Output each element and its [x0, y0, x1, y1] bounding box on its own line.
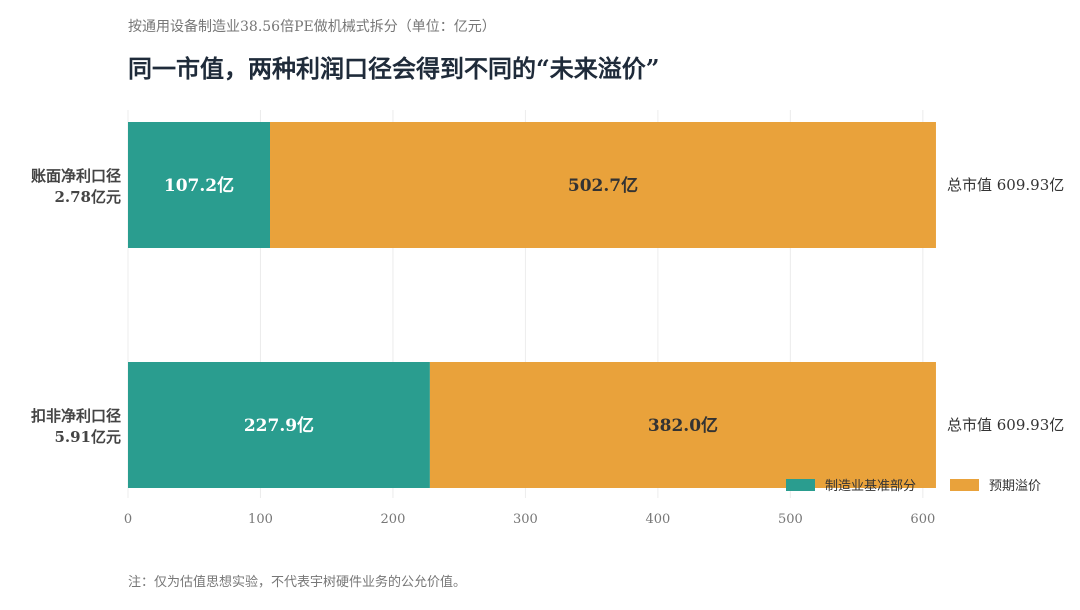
bar-segment	[270, 122, 936, 248]
total-label: 总市值 609.93亿	[947, 176, 1064, 194]
bar-segment	[128, 362, 430, 488]
x-tick-label: 100	[248, 512, 273, 527]
bar-segment	[128, 122, 271, 248]
category-sublabel: 5.91亿元	[54, 428, 121, 446]
x-tick-label: 400	[645, 512, 670, 527]
legend-swatch	[950, 479, 979, 491]
footnote: 注：仅为估值思想实验，不代表宇树硬件业务的公允价值。	[128, 574, 466, 590]
x-tick-label: 200	[381, 512, 406, 527]
x-tick-label: 0	[124, 512, 132, 527]
legend-swatch	[786, 479, 815, 491]
data-label: 502.7亿	[568, 175, 638, 196]
data-label: 107.2亿	[164, 175, 234, 196]
category-label: 扣非净利口径	[31, 407, 121, 425]
x-tick-label: 500	[778, 512, 803, 527]
total-label: 总市值 609.93亿	[947, 416, 1064, 434]
legend-label: 制造业基准部分	[825, 479, 916, 494]
chart-subtitle: 按通用设备制造业38.56倍PE做机械式拆分（单位：亿元）	[128, 18, 496, 35]
x-tick-label: 600	[910, 512, 935, 527]
data-label: 382.0亿	[648, 415, 718, 436]
bar-segment	[429, 362, 936, 488]
chart-title: 同一市值，两种利润口径会得到不同的“未来溢价”	[128, 54, 660, 83]
x-tick-label: 300	[513, 512, 538, 527]
x-axis: 0 100 200 300 400 500 600	[124, 512, 935, 527]
data-label: 227.9亿	[244, 415, 314, 436]
category-label: 账面净利口径	[31, 167, 121, 185]
legend: 制造业基准部分 预期溢价	[786, 479, 1041, 494]
category-sublabel: 2.78亿元	[54, 188, 121, 206]
legend-label: 预期溢价	[989, 479, 1041, 494]
